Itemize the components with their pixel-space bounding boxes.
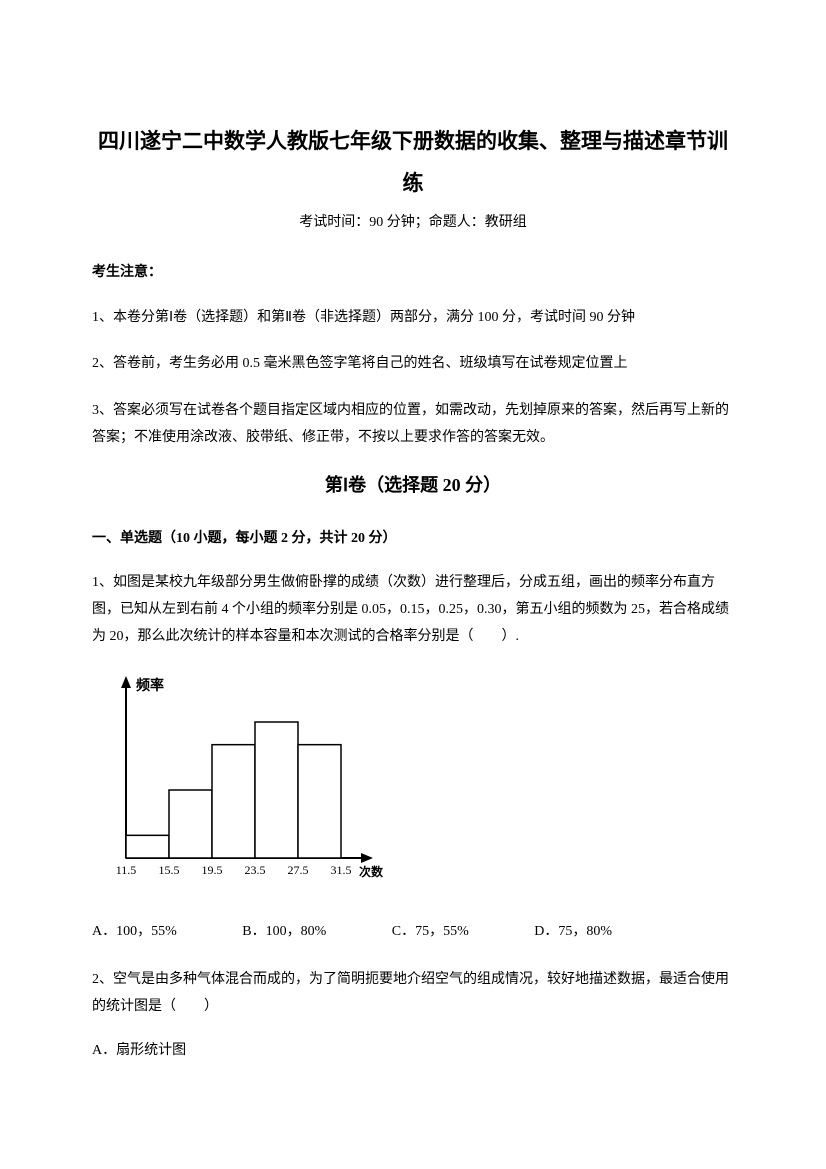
svg-text:频率: 频率 [136, 677, 164, 694]
question-2-text: 2、空气是由多种气体混合而成的，为了简明扼要地介绍空气的组成情况，较好地描述数据… [92, 967, 734, 1020]
question-2-option-a: A．扇形统计图 [92, 1038, 734, 1065]
svg-text:15.5: 15.5 [159, 863, 180, 877]
question-1-text: 1、如图是某校九年级部分男生做俯卧撑的成绩（次数）进行整理后，分成五组，画出的频… [92, 570, 734, 650]
document-subtitle: 考试时间：90 分钟；命题人：教研组 [92, 212, 734, 234]
svg-text:次数: 次数 [359, 864, 384, 879]
notice-item: 2、答卷前，考生务必用 0.5 毫米黑色签字笔将自己的姓名、班级填写在试卷规定位… [92, 351, 734, 378]
option-c: C．75，55% [392, 921, 469, 943]
svg-text:27.5: 27.5 [288, 863, 309, 877]
svg-text:23.5: 23.5 [245, 863, 266, 877]
notice-item: 3、答案必须写在试卷各个题目指定区域内相应的位置，如需改动，先划掉原来的答案，然… [92, 398, 734, 451]
section-sub-heading: 一、单选题（10 小题，每小题 2 分，共计 20 分） [92, 528, 734, 550]
notice-heading: 考生注意： [92, 262, 734, 284]
notice-item: 1、本卷分第Ⅰ卷（选择题）和第Ⅱ卷（非选择题）两部分，满分 100 分，考试时间… [92, 305, 734, 332]
option-b: B．100，80% [242, 921, 326, 943]
option-a: A．100，55% [92, 921, 177, 943]
section-heading: 第Ⅰ卷（选择题 20 分） [92, 471, 734, 500]
document-title: 四川遂宁二中数学人教版七年级下册数据的收集、整理与描述章节训练 [92, 120, 734, 204]
option-d: D．75，80% [534, 921, 612, 943]
svg-text:31.5: 31.5 [331, 863, 352, 877]
svg-text:11.5: 11.5 [116, 863, 137, 877]
histogram-chart: 频率次数 11.5 15.5 19.5 23.5 27.5 31.5 [92, 668, 734, 906]
histogram-svg: 频率次数 11.5 15.5 19.5 23.5 27.5 31.5 [92, 668, 392, 898]
svg-text:19.5: 19.5 [202, 863, 223, 877]
question-1-options: A．100，55% B．100，80% C．75，55% D．75，80% [92, 921, 734, 943]
